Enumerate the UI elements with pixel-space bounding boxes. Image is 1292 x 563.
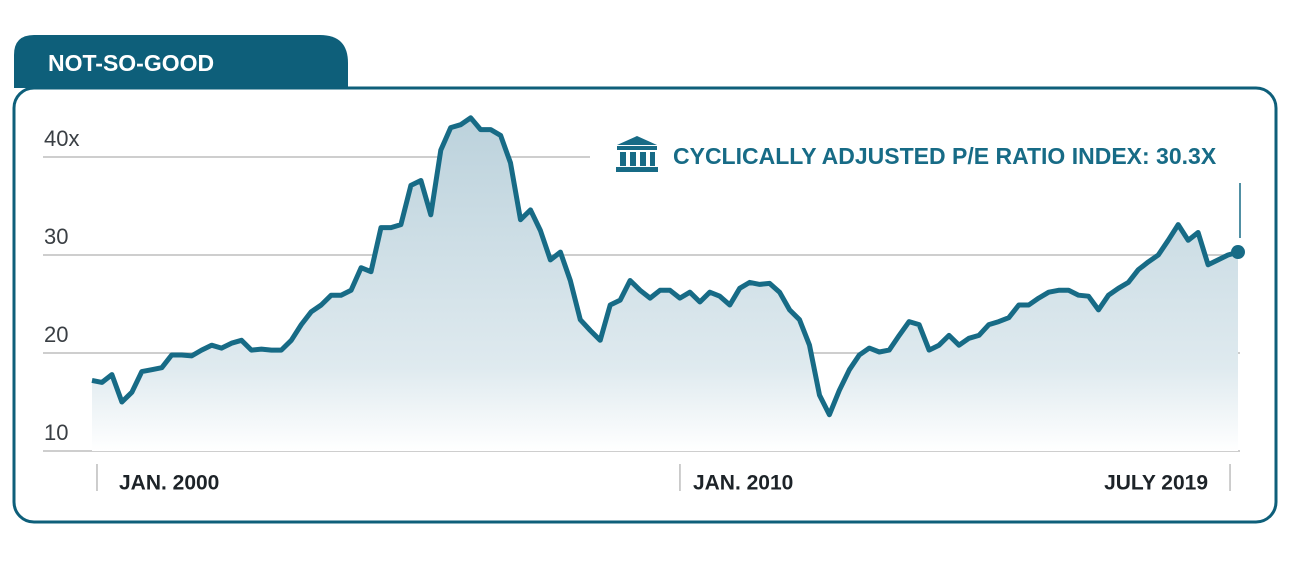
annotation: CYCLICALLY ADJUSTED P/E RATIO INDEX: 30.… <box>673 143 1217 169</box>
chart-title: NOT-SO-GOOD <box>48 50 214 76</box>
y-tick-label: 20 <box>44 322 68 347</box>
chart-frame <box>12 86 1278 524</box>
x-tick-label: JAN. 2000 <box>119 472 219 495</box>
y-tick-label: 40x <box>44 126 79 151</box>
y-tick-label: 10 <box>44 420 68 445</box>
plot: 10 20 30 40x JAN. 2000 JAN. 2010 JULY 2019 <box>43 115 1245 495</box>
line <box>91 115 1239 418</box>
y-tick-label: 30 <box>44 224 68 249</box>
title-tab <box>14 35 348 88</box>
annotation-icon <box>616 136 658 172</box>
x-tick-label: JAN. 2010 <box>693 472 793 495</box>
x-tick-label: JULY 2019 <box>1104 472 1208 495</box>
end-marker <box>1231 245 1245 260</box>
area-fill <box>92 117 1238 452</box>
